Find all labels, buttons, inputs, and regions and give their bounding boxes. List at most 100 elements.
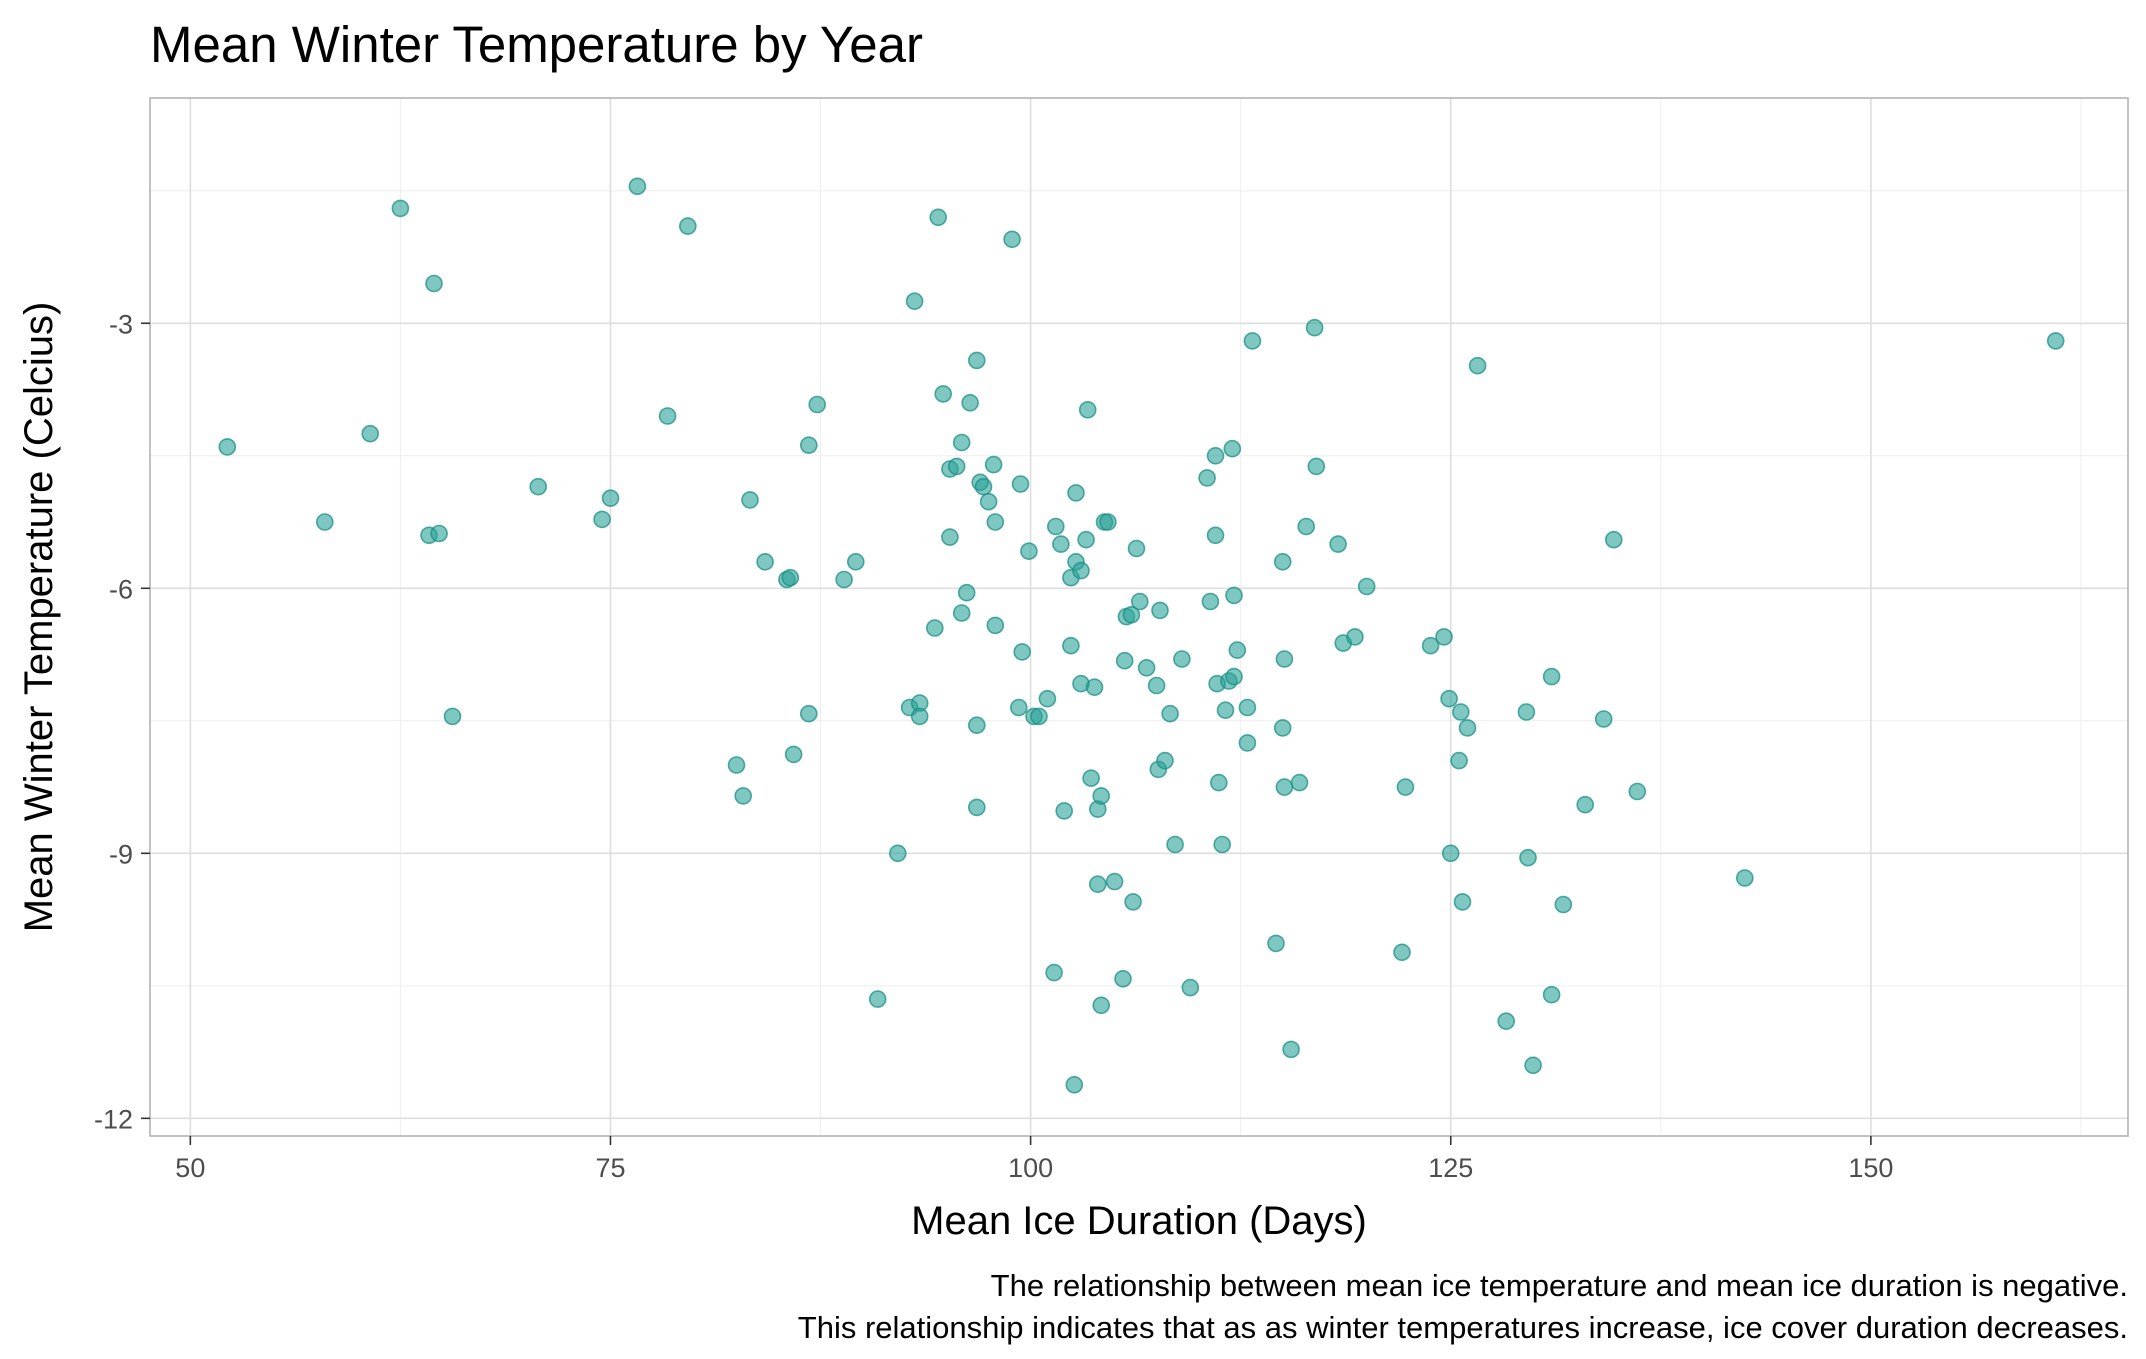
data-point	[1458, 719, 1477, 737]
data-point	[430, 524, 448, 543]
data-point	[1127, 539, 1146, 558]
data-point	[986, 616, 1005, 635]
data-point	[1435, 628, 1453, 646]
data-point	[1045, 963, 1063, 982]
data-point	[425, 274, 443, 293]
data-point	[1441, 844, 1460, 863]
data-point	[929, 208, 948, 227]
y-tick-label: -3	[109, 309, 133, 339]
data-point	[952, 433, 971, 452]
data-point	[888, 844, 907, 863]
data-point	[1421, 636, 1440, 655]
data-point	[1011, 475, 1030, 493]
data-point	[1628, 782, 1647, 801]
data-point	[361, 424, 380, 443]
data-point	[1181, 978, 1200, 997]
data-point	[315, 513, 334, 531]
data-point	[1238, 734, 1257, 752]
data-point	[1055, 802, 1073, 820]
data-point	[1453, 893, 1472, 911]
data-point	[1282, 1040, 1300, 1059]
data-point	[1346, 628, 1364, 646]
data-point	[1122, 605, 1141, 624]
data-point	[1243, 332, 1262, 350]
x-tick-label: 50	[175, 1153, 205, 1183]
data-point	[1210, 773, 1228, 792]
data-point	[784, 745, 803, 764]
data-point	[1173, 650, 1191, 668]
x-tick-label: 150	[1848, 1153, 1893, 1183]
data-point	[1124, 893, 1142, 911]
data-point	[1009, 698, 1028, 717]
data-point	[808, 395, 827, 414]
data-point	[1225, 667, 1243, 686]
data-point	[1013, 643, 1032, 661]
data-point	[1147, 676, 1166, 695]
data-point	[1275, 650, 1294, 668]
data-point	[846, 552, 865, 571]
data-point	[218, 438, 237, 456]
y-axis-title: Mean Winter Temperature (Celcius)	[17, 302, 61, 933]
data-point	[678, 217, 697, 235]
data-point	[967, 351, 986, 370]
data-point	[1238, 698, 1257, 717]
data-point	[628, 177, 647, 196]
data-point	[947, 457, 966, 476]
data-point	[1468, 356, 1487, 375]
x-axis-title: Mean Ice Duration (Days)	[911, 1199, 1367, 1243]
data-point	[1099, 513, 1117, 531]
data-point	[1072, 561, 1090, 580]
data-point	[601, 489, 620, 508]
data-point	[1085, 678, 1104, 697]
x-tick-label: 100	[1008, 1153, 1053, 1183]
data-point	[1047, 517, 1065, 536]
data-point	[1497, 1012, 1515, 1031]
data-point	[1131, 592, 1149, 611]
data-point	[658, 407, 677, 425]
data-point	[1003, 230, 1021, 249]
data-point	[1082, 769, 1100, 788]
data-point	[1393, 943, 1411, 962]
data-point	[1115, 651, 1134, 670]
data-point	[957, 583, 976, 602]
data-point	[1542, 667, 1561, 686]
data-point	[1166, 835, 1184, 854]
data-point	[1067, 484, 1085, 502]
data-point	[941, 528, 959, 546]
data-point	[1440, 689, 1458, 708]
x-tick-label: 75	[595, 1153, 625, 1183]
data-point	[1275, 778, 1294, 796]
data-point	[1576, 795, 1594, 814]
data-point	[781, 568, 800, 587]
grid	[150, 98, 2128, 1136]
data-point	[1305, 318, 1324, 337]
data-point	[1077, 530, 1095, 549]
data-point	[741, 491, 759, 509]
data-point	[756, 552, 774, 571]
data-point	[529, 477, 548, 496]
data-point	[727, 756, 746, 774]
data-point	[1062, 636, 1080, 655]
axis-ticks: 50 75 100 125 150 -3 -6 -9 -12	[94, 309, 1893, 1183]
data-point	[1267, 934, 1285, 953]
data-point	[1092, 787, 1110, 805]
data-point	[1297, 517, 1315, 536]
data-point	[2046, 332, 2065, 350]
data-point	[1206, 526, 1225, 545]
data-point	[1206, 446, 1225, 465]
data-point	[974, 477, 993, 496]
data-point	[835, 570, 853, 589]
data-point	[1273, 552, 1292, 571]
data-point	[868, 990, 887, 1008]
chart-title: Mean Winter Temperature by Year	[150, 16, 923, 73]
data-point	[1201, 592, 1220, 611]
data-point	[1357, 577, 1376, 596]
data-points	[218, 177, 2065, 1094]
data-point	[1065, 1076, 1084, 1094]
x-tick-label: 125	[1428, 1153, 1473, 1183]
data-point	[1038, 689, 1057, 708]
data-point	[1396, 778, 1415, 796]
data-point	[1137, 658, 1156, 677]
data-point	[1329, 535, 1347, 553]
